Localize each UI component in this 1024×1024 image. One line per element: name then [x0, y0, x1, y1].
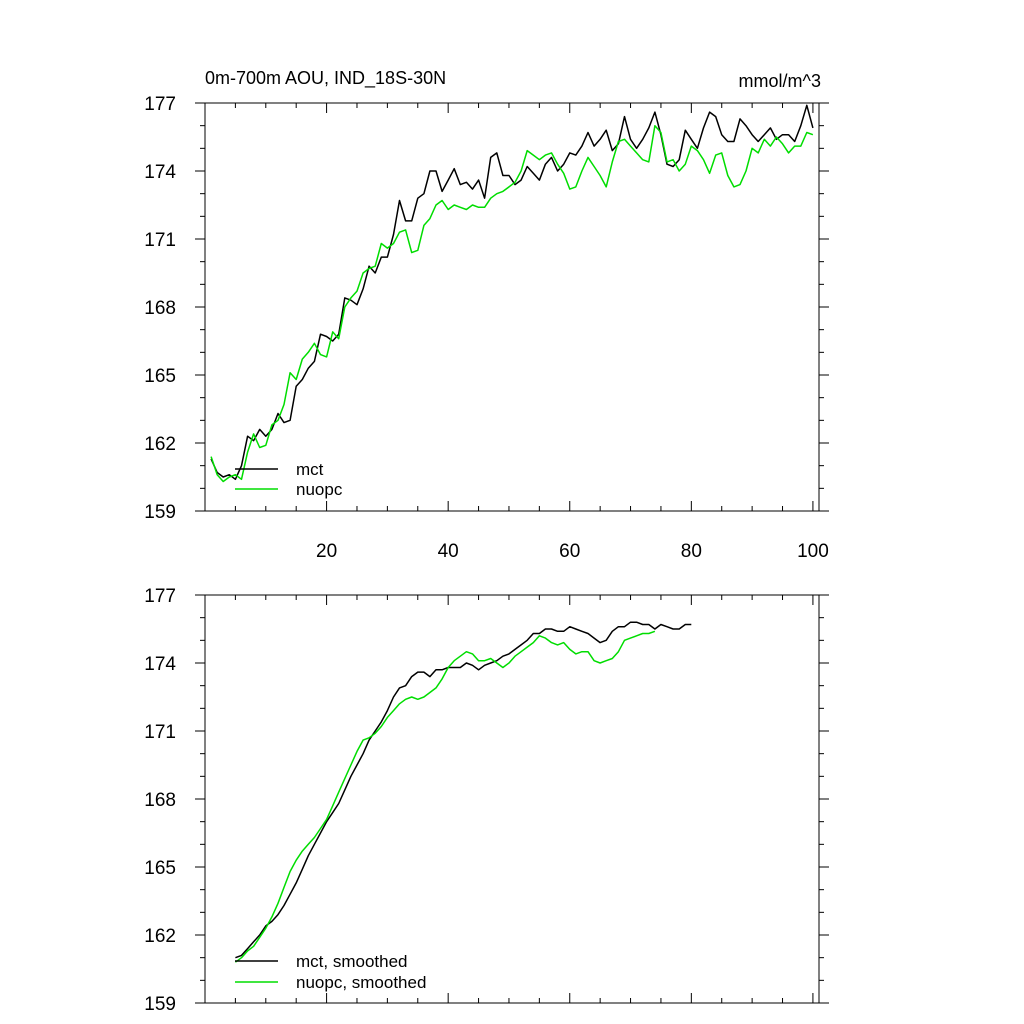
tick-marks: [195, 594, 829, 1004]
y-tick-label: 168: [144, 298, 176, 319]
y-tick-label: 162: [144, 434, 176, 455]
tick-marks: [195, 102, 829, 512]
legend: mct, smoothed nuopc, smoothed: [235, 952, 426, 992]
series-line-nuopc-smoothed: [234, 630, 656, 963]
x-tick-label: 20: [316, 541, 337, 562]
y-tick-label: 159: [144, 502, 176, 523]
units-label: mmol/m^3: [739, 71, 821, 91]
legend-label-nuopc-smoothed: nuopc, smoothed: [296, 973, 426, 992]
series-line-mct-smoothed: [235, 621, 692, 959]
legend-label-nuopc: nuopc: [296, 480, 343, 499]
y-tick-label: 174: [144, 162, 176, 183]
x-tick-label: 40: [438, 541, 459, 562]
x-axis-labels: 20 40 60 80 100: [316, 541, 829, 562]
panel-bottom: 159 162 165 168 171 174 177 mct, smoothed nuop…: [144, 586, 829, 1015]
series-lines: [210, 104, 814, 483]
series-lines: [234, 621, 692, 963]
y-tick-label: 159: [144, 994, 176, 1015]
x-tick-label: 100: [797, 541, 829, 562]
legend-label-mct: mct: [296, 460, 324, 479]
y-tick-label: 171: [144, 230, 176, 251]
legend: mct nuopc: [235, 460, 343, 499]
plot-frame: [204, 594, 820, 1004]
x-tick-label: 80: [681, 541, 702, 562]
legend-label-mct-smoothed: mct, smoothed: [296, 952, 408, 971]
x-tick-label: 60: [559, 541, 580, 562]
y-tick-label: 162: [144, 926, 176, 947]
series-line-nuopc: [210, 124, 814, 483]
y-tick-label: 168: [144, 790, 176, 811]
y-axis-labels: 159 162 165 168 171 174 177: [144, 586, 176, 1015]
y-tick-label: 165: [144, 366, 176, 387]
y-tick-label: 165: [144, 858, 176, 879]
y-tick-label: 174: [144, 654, 176, 675]
chart-title: 0m-700m AOU, IND_18S-30N: [205, 68, 446, 89]
y-tick-label: 177: [144, 586, 176, 607]
series-line-mct: [210, 104, 814, 481]
y-tick-label: 171: [144, 722, 176, 743]
panel-top: 0m-700m AOU, IND_18S-30N mmol/m^3 159 162…: [144, 68, 829, 562]
y-tick-label: 177: [144, 94, 176, 115]
y-axis-labels: 159 162 165 168 171 174 177: [144, 94, 176, 523]
plot-frame: [204, 102, 820, 512]
